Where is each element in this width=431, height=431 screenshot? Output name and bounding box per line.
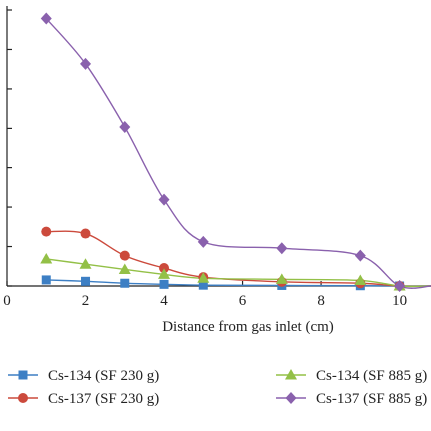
x-tick-label-3: 6 xyxy=(239,293,247,309)
data-point-1-2 xyxy=(119,250,130,261)
legend-label-3: Cs-137 (SF 885 g) xyxy=(316,391,427,407)
x-tick-label-2: 4 xyxy=(160,293,168,309)
data-point-2-5 xyxy=(275,273,288,284)
series-line-1 xyxy=(46,230,431,287)
x-tick-label-1: 2 xyxy=(82,293,90,309)
x-axis-title: Distance from gas inlet (cm) xyxy=(162,319,334,335)
legend-label-0: Cs-134 (SF 230 g) xyxy=(48,368,159,384)
data-point-2-1 xyxy=(79,258,92,269)
series-line-3 xyxy=(45,18,431,289)
data-point-1-0 xyxy=(41,226,52,237)
data-point-0-4 xyxy=(198,280,208,290)
data-point-0-1 xyxy=(81,276,91,286)
data-point-3-3 xyxy=(158,193,170,206)
data-point-1-1 xyxy=(80,228,91,239)
data-point-3-6 xyxy=(354,249,366,262)
data-point-0-3 xyxy=(159,279,169,289)
legend-marker-0 xyxy=(18,370,28,380)
legend-label-2: Cs-134 (SF 885 g) xyxy=(316,368,427,384)
series-markers xyxy=(40,12,406,292)
data-point-3-4 xyxy=(197,235,209,248)
data-point-3-5 xyxy=(276,242,288,255)
legend: Cs-134 (SF 230 g) Cs-137 (SF 230 g) Cs-134… xyxy=(8,368,427,407)
data-point-3-2 xyxy=(119,121,131,134)
data-point-3-0 xyxy=(40,12,52,25)
data-point-2-0 xyxy=(40,252,53,264)
series-lines xyxy=(45,18,431,289)
legend-item-0: Cs-134 (SF 230 g) xyxy=(8,368,159,384)
y-ticks xyxy=(7,9,12,287)
legend-label-1: Cs-137 (SF 230 g) xyxy=(48,391,159,407)
data-point-2-6 xyxy=(354,274,367,285)
x-tick-label-5: 10 xyxy=(392,293,407,309)
data-point-3-1 xyxy=(80,57,92,70)
data-point-2-2 xyxy=(118,263,131,274)
data-point-2-4 xyxy=(197,272,210,283)
legend-marker-3 xyxy=(285,392,297,404)
data-point-0-0 xyxy=(41,275,51,285)
legend-item-1: Cs-137 (SF 230 g) xyxy=(8,391,159,407)
legend-item-2: Cs-134 (SF 885 g) xyxy=(276,368,427,384)
legend-marker-1 xyxy=(18,393,28,403)
data-point-3-7 xyxy=(394,280,406,292)
plot-area: 0 2 4 6 8 10 xyxy=(3,6,431,309)
legend-item-3: Cs-137 (SF 885 g) xyxy=(276,391,427,407)
data-point-1-3 xyxy=(159,263,170,274)
legend-marker-2 xyxy=(285,369,297,380)
data-point-2-3 xyxy=(158,268,171,279)
data-point-0-2 xyxy=(120,278,130,288)
x-tick-label-4: 8 xyxy=(317,293,325,309)
series-line-0 xyxy=(46,279,431,287)
x-tick-label-0: 0 xyxy=(3,293,11,309)
